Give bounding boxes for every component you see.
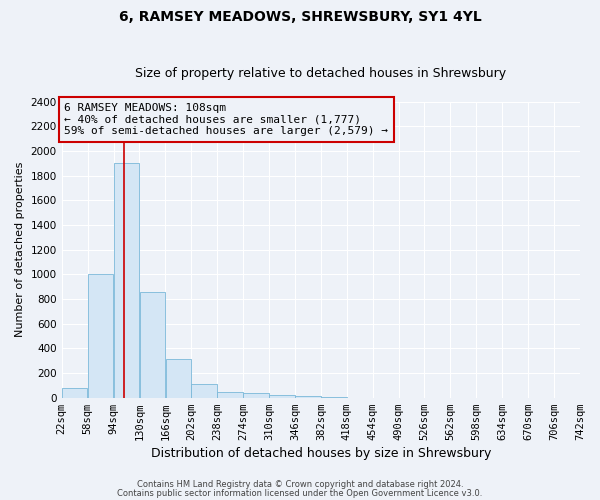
Bar [140,292,165,398]
X-axis label: Distribution of detached houses by size in Shrewsbury: Distribution of detached houses by size … [151,447,491,460]
Bar [62,388,88,398]
Bar [269,394,295,398]
Bar [217,392,243,398]
Bar [166,360,191,398]
Bar [113,163,139,398]
Bar [191,384,217,398]
Bar [243,393,269,398]
Text: Contains public sector information licensed under the Open Government Licence v3: Contains public sector information licen… [118,488,482,498]
Bar [88,274,113,398]
Bar [295,396,320,398]
Bar [321,397,347,398]
Text: Contains HM Land Registry data © Crown copyright and database right 2024.: Contains HM Land Registry data © Crown c… [137,480,463,489]
Text: 6, RAMSEY MEADOWS, SHREWSBURY, SY1 4YL: 6, RAMSEY MEADOWS, SHREWSBURY, SY1 4YL [119,10,481,24]
Text: 6 RAMSEY MEADOWS: 108sqm
← 40% of detached houses are smaller (1,777)
59% of sem: 6 RAMSEY MEADOWS: 108sqm ← 40% of detach… [64,103,388,136]
Title: Size of property relative to detached houses in Shrewsbury: Size of property relative to detached ho… [135,66,506,80]
Y-axis label: Number of detached properties: Number of detached properties [15,162,25,338]
